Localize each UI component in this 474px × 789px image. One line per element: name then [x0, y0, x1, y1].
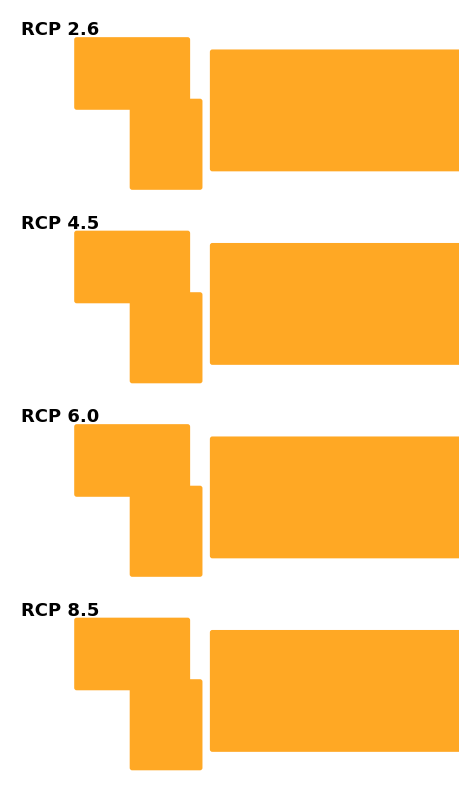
FancyBboxPatch shape [74, 230, 190, 303]
FancyBboxPatch shape [210, 436, 462, 559]
FancyBboxPatch shape [130, 679, 202, 770]
FancyBboxPatch shape [74, 37, 190, 110]
FancyBboxPatch shape [74, 424, 190, 497]
FancyBboxPatch shape [130, 99, 202, 190]
FancyBboxPatch shape [74, 618, 190, 690]
FancyBboxPatch shape [130, 486, 202, 577]
FancyBboxPatch shape [210, 50, 462, 171]
Text: RCP 2.6: RCP 2.6 [21, 21, 100, 39]
Text: RCP 8.5: RCP 8.5 [21, 602, 100, 619]
FancyBboxPatch shape [210, 630, 462, 752]
FancyBboxPatch shape [210, 243, 462, 365]
FancyBboxPatch shape [130, 292, 202, 383]
Text: RCP 4.5: RCP 4.5 [21, 215, 100, 233]
Text: RCP 6.0: RCP 6.0 [21, 408, 100, 426]
